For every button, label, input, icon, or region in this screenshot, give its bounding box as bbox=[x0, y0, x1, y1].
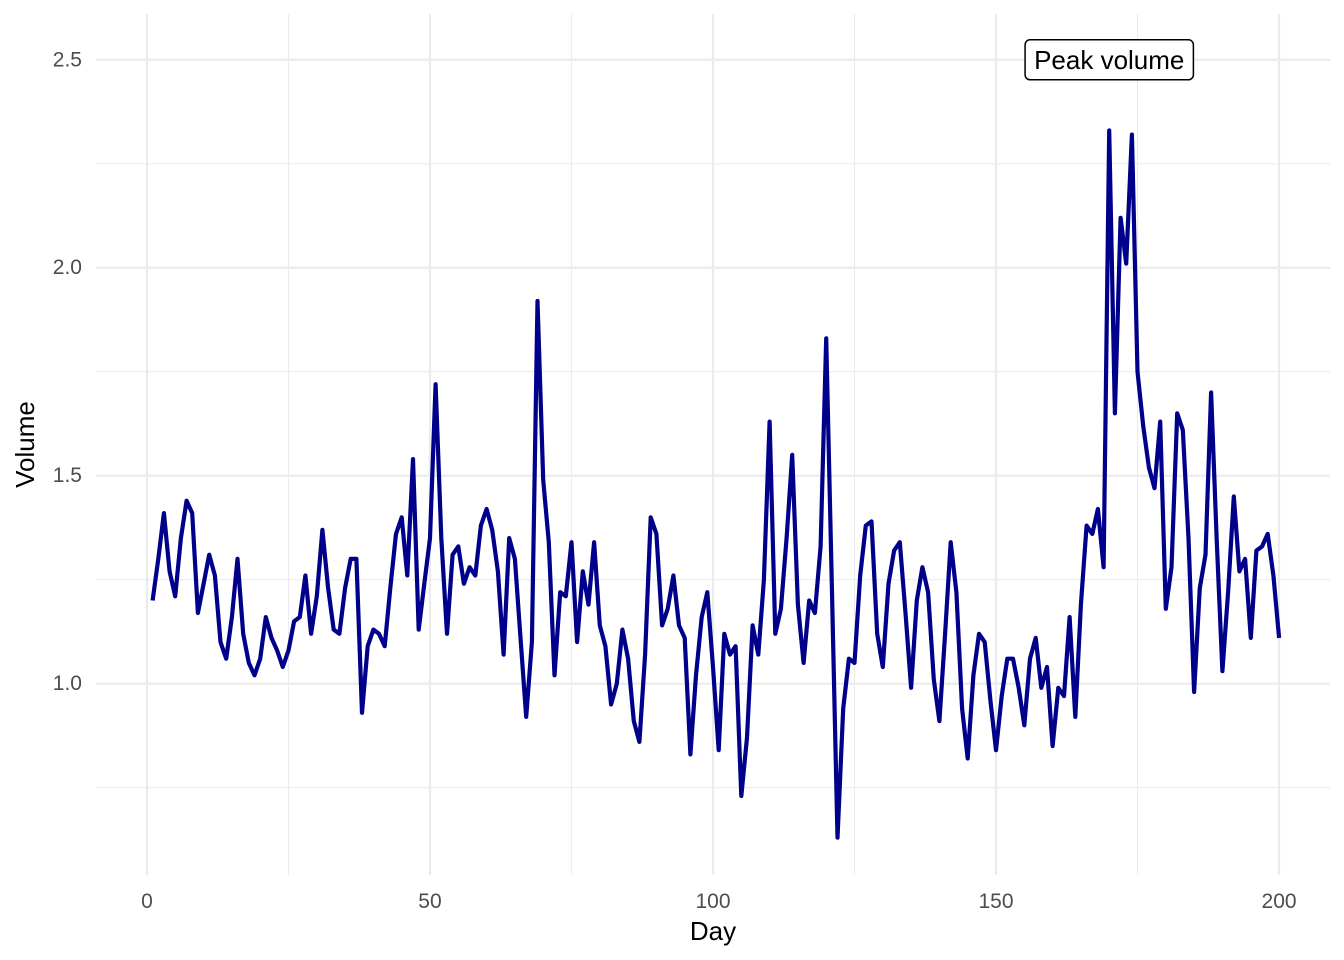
x-tick-label: 100 bbox=[695, 890, 730, 913]
y-tick-label: 1.0 bbox=[53, 672, 82, 695]
peak-annotation: Peak volume bbox=[1024, 39, 1195, 81]
y-tick-label: 2.0 bbox=[53, 256, 82, 279]
x-tick-label: 50 bbox=[418, 890, 441, 913]
annotation-label: Peak volume bbox=[1034, 45, 1184, 75]
x-tick-label: 0 bbox=[141, 890, 153, 913]
y-tick-label: 1.5 bbox=[53, 464, 82, 487]
x-axis-ticks: 0 50 100 150 200 bbox=[141, 890, 1296, 913]
x-tick-label: 200 bbox=[1262, 890, 1297, 913]
x-tick-label: 150 bbox=[979, 890, 1014, 913]
x-axis-title: Day bbox=[690, 916, 736, 946]
y-axis-title: Volume bbox=[10, 401, 40, 488]
y-axis-ticks: 1.0 1.5 2.0 2.5 bbox=[53, 48, 82, 695]
y-tick-label: 2.5 bbox=[53, 48, 82, 71]
annotation-box bbox=[1024, 39, 1195, 81]
series-line bbox=[150, 128, 1282, 840]
series-layer bbox=[150, 128, 1282, 840]
